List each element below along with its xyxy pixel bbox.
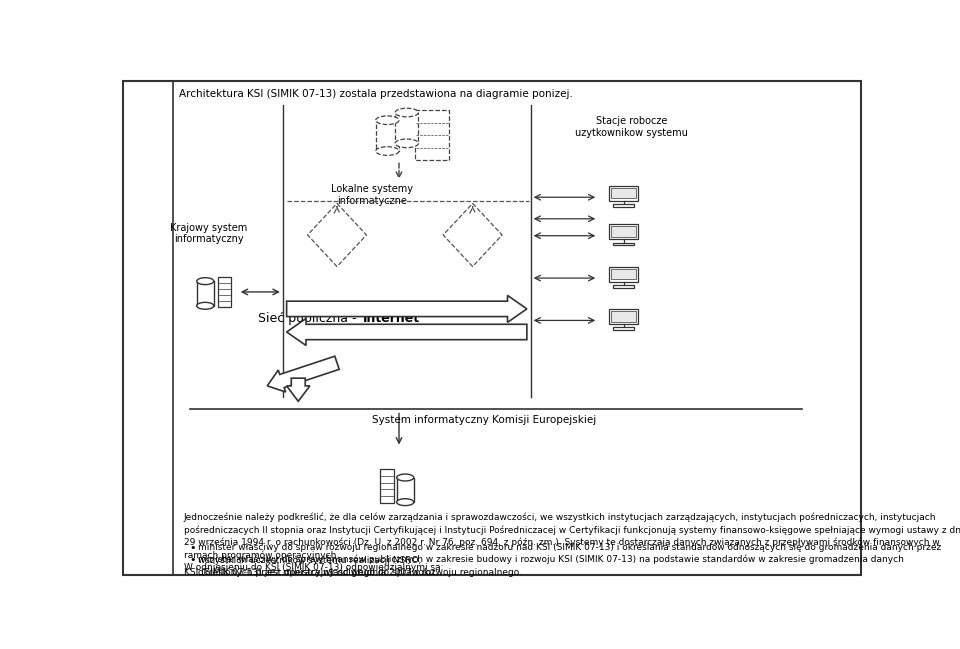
Text: minister właściwy do spraw finansów publicznych w zakresie budowy i rozwoju KSI : minister właściwy do spraw finansów publ… bbox=[198, 554, 903, 576]
FancyArrow shape bbox=[267, 356, 339, 392]
Bar bbox=[396, 112, 419, 143]
Bar bbox=[613, 285, 634, 288]
Text: Krajowy system
informatyczny: Krajowy system informatyczny bbox=[171, 223, 248, 244]
FancyArrow shape bbox=[287, 378, 310, 401]
Text: •: • bbox=[190, 543, 196, 553]
Ellipse shape bbox=[375, 147, 399, 155]
Bar bbox=[609, 224, 638, 239]
Ellipse shape bbox=[197, 302, 214, 310]
Bar bbox=[613, 327, 634, 330]
Text: Jednocześnie należy podkreślić, że dla celów zarządzania i sprawozdawczości, we : Jednocześnie należy podkreślić, że dla c… bbox=[183, 513, 960, 572]
Bar bbox=[375, 120, 399, 151]
Bar bbox=[396, 478, 414, 502]
Ellipse shape bbox=[396, 474, 414, 481]
Bar bbox=[612, 269, 636, 279]
Ellipse shape bbox=[197, 278, 214, 285]
Text: System informatyczny Komisji Europejskiej: System informatyczny Komisji Europejskie… bbox=[372, 415, 596, 425]
Ellipse shape bbox=[396, 108, 419, 117]
Text: minister właściwy do spraw rozwoju regionalnego w zakresie nadzoru nad KSI (SIMI: minister właściwy do spraw rozwoju regio… bbox=[198, 543, 941, 565]
Bar bbox=[612, 188, 636, 199]
Bar bbox=[609, 309, 638, 324]
Ellipse shape bbox=[396, 498, 414, 506]
Bar bbox=[197, 281, 214, 306]
Bar bbox=[219, 277, 230, 306]
Bar bbox=[609, 186, 638, 201]
Bar bbox=[415, 110, 449, 160]
Bar bbox=[609, 267, 638, 282]
Ellipse shape bbox=[375, 116, 399, 125]
Text: Sieć publiczna -: Sieć publiczna - bbox=[257, 312, 360, 325]
Text: Lokalne systemy
informatyczne: Lokalne systemy informatyczne bbox=[331, 184, 413, 206]
Text: Architektura KSI (SIMIK 07-13) zostala przedstawiona na diagramie ponizej.: Architektura KSI (SIMIK 07-13) zostala p… bbox=[179, 89, 573, 99]
Text: Internet: Internet bbox=[363, 312, 420, 325]
Bar bbox=[612, 227, 636, 237]
Text: Stacje robocze
uzytkownikow systemu: Stacje robocze uzytkownikow systemu bbox=[575, 116, 688, 138]
Bar bbox=[612, 311, 636, 322]
FancyArrow shape bbox=[287, 295, 527, 323]
Ellipse shape bbox=[396, 139, 419, 147]
FancyArrow shape bbox=[287, 319, 527, 345]
Text: KSI (SIMIK 07-13) jest operacyjny od grudnia 2007 roku.: KSI (SIMIK 07-13) jest operacyjny od gru… bbox=[183, 568, 437, 576]
Bar bbox=[613, 204, 634, 207]
Bar bbox=[380, 469, 395, 504]
Bar bbox=[613, 243, 634, 245]
Text: •: • bbox=[190, 554, 196, 565]
